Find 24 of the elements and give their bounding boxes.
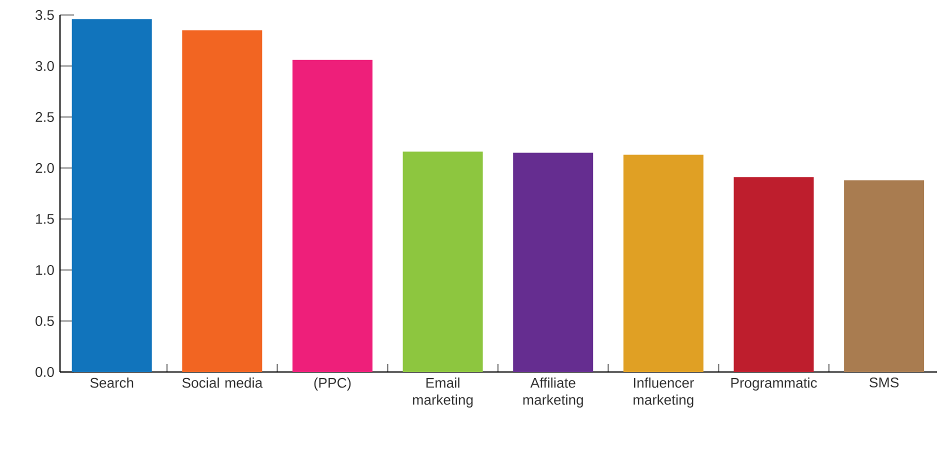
bar [844,180,924,372]
x-tick-label: Social media [182,378,263,388]
bar [623,154,704,372]
bar [734,177,814,372]
y-tick-label: 0.5 [36,316,54,326]
x-tick-label: SMS [870,378,899,388]
bar [402,152,483,372]
y-tick-label: 1.0 [36,265,54,275]
bar [182,30,262,372]
x-tick-label: Programmatic [731,378,817,391]
x-tick-label: Influencer marketing [634,378,694,408]
y-tick-label: 3.0 [36,61,54,71]
bar [513,152,594,372]
y-tick-label: 0.0 [36,367,54,377]
y-tick-label: 2.5 [36,112,54,122]
bar [72,19,152,372]
x-tick-label: Email marketing [413,378,473,408]
bar [292,60,372,372]
y-tick-label: 2.0 [36,163,54,173]
x-tick-label: (PPC) [314,378,351,391]
x-tick-label: Affiliate marketing [523,378,583,408]
y-tick-label: 1.5 [36,214,54,224]
x-tick-label: Search [90,378,134,388]
y-tick-label: 3.5 [36,10,54,20]
